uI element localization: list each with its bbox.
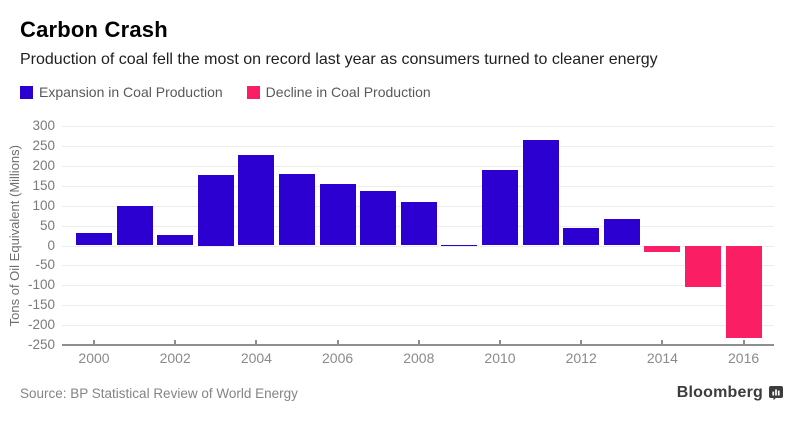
x-tick-mark-2016	[742, 340, 745, 345]
x-tick-mark-2002	[174, 340, 177, 345]
x-tick-label-2010: 2010	[484, 350, 516, 366]
x-tick-label-2000: 2000	[78, 350, 110, 366]
chart-legend: Expansion in Coal Production Decline in C…	[20, 84, 431, 100]
y-tick-label--200: -200	[27, 317, 55, 333]
x-tick-mark-2006	[336, 340, 339, 345]
y-tick-label-300: 300	[32, 118, 55, 133]
x-tick-mark-2012	[580, 340, 583, 345]
x-tick-mark-2000	[93, 340, 95, 345]
chart-subtitle: Production of coal fell the most on reco…	[20, 51, 658, 68]
x-tick-mark-2004	[255, 340, 258, 345]
y-tick-label-200: 200	[32, 157, 55, 173]
gridline-250	[62, 145, 774, 147]
gridline-200	[62, 165, 774, 167]
x-axis-labels: 2000 2002 2004 2006 2008 2010 2012 2014 2016	[62, 350, 774, 368]
y-tick-label-250: 250	[32, 137, 55, 153]
bar-2012	[563, 228, 600, 246]
y-tick-label-150: 150	[32, 177, 55, 193]
brand-logo: Bloomberg	[677, 384, 784, 402]
legend-label: Decline in Coal Production	[265, 84, 431, 100]
gridline-300	[62, 126, 774, 127]
bloomberg-chart-bubble-icon	[768, 385, 784, 401]
source-note: Source: BP Statistical Review of World E…	[20, 386, 298, 401]
bar-2007	[360, 190, 397, 246]
x-tick-mark-2014	[661, 340, 664, 345]
legend-swatch-icon	[20, 85, 33, 99]
gridline-0	[62, 245, 774, 247]
bar-2005	[279, 174, 315, 246]
y-tick-label--150: -150	[27, 297, 55, 313]
gridline--150	[62, 305, 774, 307]
bar-2014	[644, 245, 681, 252]
bar-2006	[319, 184, 356, 246]
legend-swatch-icon	[246, 85, 260, 99]
bar-2011	[522, 140, 559, 246]
y-tick-label-100: 100	[32, 197, 55, 213]
bar-2016	[725, 245, 762, 338]
bar-2013	[603, 218, 640, 246]
gridline--100	[62, 285, 774, 287]
x-tick-label-2006: 2006	[322, 350, 354, 366]
x-tick-mark-2008	[417, 340, 420, 345]
x-tick-mark-2010	[499, 340, 501, 345]
y-tick-label-0: 0	[47, 237, 55, 253]
x-tick-label-2016: 2016	[728, 350, 760, 366]
bar-2010	[482, 169, 518, 246]
x-tick-label-2014: 2014	[646, 350, 678, 366]
x-tick-label-2002: 2002	[159, 350, 191, 366]
chart-title: Carbon Crash	[20, 17, 168, 42]
legend-label: Expansion in Coal Production	[39, 84, 223, 100]
bar-2003	[197, 175, 234, 246]
bar-2000	[76, 233, 112, 246]
y-tick-label--100: -100	[27, 277, 55, 293]
x-tick-label-2008: 2008	[403, 350, 435, 366]
y-axis-labels: 300 250 200 150 100 50 0 -50 -100 -150 -200 -250	[0, 118, 55, 352]
bar-2004	[238, 154, 275, 246]
gridline-150	[62, 185, 774, 187]
brand-wordmark: Bloomberg	[676, 384, 763, 401]
x-tick-label-2012: 2012	[565, 350, 597, 366]
bar-2008	[400, 202, 437, 246]
x-axis-baseline	[62, 344, 774, 346]
bar-2001	[116, 206, 153, 246]
y-tick-label--50: -50	[35, 257, 55, 273]
legend-item-0: Expansion in Coal Production	[20, 84, 223, 100]
plot-area	[62, 126, 774, 346]
y-tick-label--250: -250	[27, 337, 55, 352]
bar-2015	[685, 245, 721, 287]
legend-item-1: Decline in Coal Production	[246, 84, 431, 100]
gridline--50	[62, 265, 774, 267]
gridline--200	[62, 325, 774, 327]
y-tick-label-50: 50	[39, 217, 55, 233]
bar-2002	[157, 234, 194, 246]
x-tick-label-2004: 2004	[240, 350, 272, 366]
bar-2009	[441, 245, 478, 246]
